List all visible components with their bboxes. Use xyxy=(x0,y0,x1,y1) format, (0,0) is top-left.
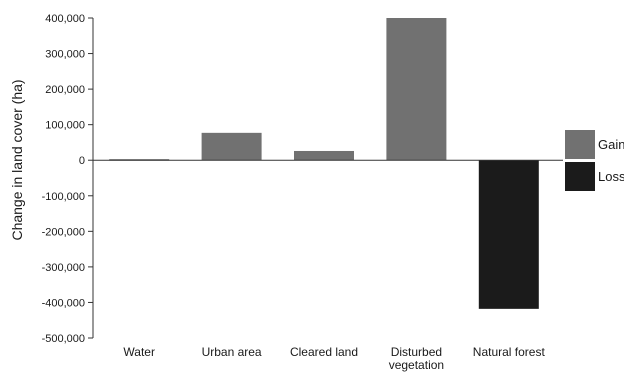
legend-label-gain: Gain xyxy=(598,137,624,152)
x-tick-label: Cleared land xyxy=(290,345,358,359)
legend-swatch-loss xyxy=(565,162,595,191)
y-tick-label: -300,000 xyxy=(42,262,85,274)
y-tick-label: -400,000 xyxy=(42,297,85,309)
x-tick-label: Urban area xyxy=(202,345,262,359)
y-tick-label: 400,000 xyxy=(45,13,85,25)
y-tick-label: -200,000 xyxy=(42,226,85,238)
y-tick-label: -100,000 xyxy=(42,191,85,203)
legend-label-loss: Loss xyxy=(598,169,624,184)
legend: Gain Loss xyxy=(565,130,624,191)
y-axis-label-group: Change in land cover (ha) xyxy=(9,79,25,240)
y-tick-label: -500,000 xyxy=(42,333,85,345)
bar-urban-area xyxy=(201,132,262,161)
y-axis: 400,000 300,000 200,000 100,000 0 -100,000 -20… xyxy=(42,13,94,345)
x-axis-labels: Water Urban area Cleared land Disturbed vege… xyxy=(123,345,545,372)
y-tick-label: 100,000 xyxy=(45,120,85,132)
bar-disturbed-vegetation xyxy=(386,18,447,161)
x-tick-label: Natural forest xyxy=(473,345,546,359)
legend-swatch-gain xyxy=(565,130,595,159)
bar-cleared-land xyxy=(294,150,354,161)
y-tick-label: 0 xyxy=(79,155,85,167)
x-tick-label: Disturbed vegetation xyxy=(389,345,444,372)
y-tick-label: 300,000 xyxy=(45,49,85,61)
bars-group xyxy=(109,18,539,309)
bar-natural-forest xyxy=(478,160,539,309)
y-tick-label: 200,000 xyxy=(45,84,85,96)
x-tick-label: Water xyxy=(123,345,155,359)
y-axis-label: Change in land cover (ha) xyxy=(9,79,25,240)
